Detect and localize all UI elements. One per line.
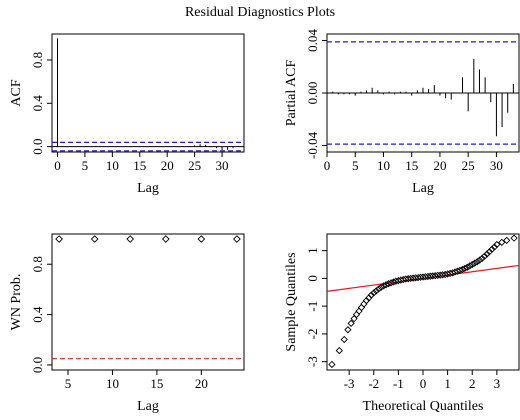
qq-ytick-label: -2 xyxy=(305,328,320,339)
wn-ylabel: WN Prob. xyxy=(9,274,24,331)
acf-ytick-label: 0.0 xyxy=(30,138,45,154)
wn-ytick-label: 0.0 xyxy=(30,357,45,373)
wn-point xyxy=(55,235,63,243)
pacf-xtick-label: 15 xyxy=(405,158,418,173)
pacf-ylabel: Partial ACF xyxy=(284,60,299,127)
qq-point xyxy=(355,307,363,315)
pacf-ytick-label: -0.04 xyxy=(305,131,320,159)
qq-point xyxy=(475,256,484,264)
qq-point xyxy=(377,283,385,291)
qq-point xyxy=(483,250,491,258)
qq-point xyxy=(382,281,390,289)
qq-point xyxy=(471,259,479,267)
qq-point xyxy=(461,264,469,273)
qq-point xyxy=(357,303,366,312)
pacf-xtick-label: 5 xyxy=(352,158,359,173)
qq-point xyxy=(463,263,471,271)
wn-point xyxy=(126,235,135,243)
acf-xtick-label: 5 xyxy=(82,158,89,173)
qq-point xyxy=(458,265,467,274)
qq-xtick-label: -3 xyxy=(344,376,355,391)
qq-point xyxy=(488,245,496,253)
qq-xtick-label: 2 xyxy=(469,376,476,391)
qq-point xyxy=(372,287,380,295)
qq-point xyxy=(344,326,352,334)
qq-point xyxy=(480,252,489,260)
qq-point xyxy=(466,262,474,270)
pacf-panel: 0 5 10 15 20 25 30 -0.04 0.00 0.04 Lag Partial ACF xyxy=(284,29,520,196)
wn-point xyxy=(233,235,241,243)
acf-xtick-label: 25 xyxy=(188,158,201,173)
pacf-xtick-label: 30 xyxy=(490,158,503,173)
wn-xlabel: Lag xyxy=(137,399,159,414)
acf-xtick-label: 20 xyxy=(161,158,174,173)
figure-title: Residual Diagnostics Plots xyxy=(185,5,335,20)
qq-point xyxy=(367,291,375,299)
wn-ytick-label: 0.4 xyxy=(30,306,45,323)
qq-point xyxy=(365,294,373,302)
qq-xlabel: Theoretical Quantiles xyxy=(363,399,484,414)
acf-panel: 0 5 10 15 20 25 30 0.0 0.4 0.8 Lag ACF xyxy=(9,33,245,196)
acf-ytick-label: 0.8 xyxy=(30,52,45,68)
qq-point xyxy=(379,282,388,290)
qq-point xyxy=(473,258,481,266)
qq-xtick-label: 3 xyxy=(494,376,501,391)
wn-point xyxy=(90,235,99,243)
qq-point xyxy=(360,300,368,308)
qq-ytick-label: 1 xyxy=(305,247,320,254)
qq-point xyxy=(375,285,383,293)
qq-point xyxy=(468,260,476,269)
wn-xtick-label: 5 xyxy=(65,376,72,391)
pacf-xtick-label: 0 xyxy=(324,158,331,173)
qq-point xyxy=(498,238,506,246)
wn-xtick-label: 15 xyxy=(150,376,163,391)
pacf-xlabel: Lag xyxy=(412,181,434,196)
qq-xtick-label: -2 xyxy=(368,376,379,391)
pacf-xtick-label: 25 xyxy=(462,158,475,173)
acf-xtick-label: 15 xyxy=(133,158,146,173)
wn-xtick-label: 10 xyxy=(106,376,119,391)
qq-point xyxy=(370,289,378,297)
acf-xtick-label: 0 xyxy=(54,158,61,173)
qq-point xyxy=(347,319,355,328)
qq-panel: -3 -2 -1 0 1 2 3 -3 -2 -1 0 1 Theoretical Quantiles S… xyxy=(284,233,520,414)
wn-point xyxy=(197,235,206,243)
acf-ylabel: ACF xyxy=(9,79,24,106)
acf-xlabel: Lag xyxy=(137,181,159,196)
qq-ylabel: Sample Quantiles xyxy=(284,252,299,351)
wn-frame xyxy=(51,233,245,371)
qq-xtick-label: -1 xyxy=(393,376,404,391)
qq-ytick-label: -3 xyxy=(305,356,320,367)
acf-xtick-label: 30 xyxy=(216,158,229,173)
pacf-xtick-label: 20 xyxy=(433,158,446,173)
qq-point xyxy=(493,240,501,249)
wn-ytick-label: 0.8 xyxy=(30,256,45,272)
qq-point xyxy=(503,236,511,245)
qq-point xyxy=(485,248,494,256)
qq-ytick-label: -1 xyxy=(305,301,320,312)
pacf-ytick-label: 0.04 xyxy=(305,29,320,52)
qq-point xyxy=(335,346,343,355)
acf-ytick-label: 0.4 xyxy=(30,95,45,112)
pacf-ytick-label: 0.00 xyxy=(305,82,320,105)
qq-point xyxy=(510,234,518,242)
qq-point xyxy=(362,296,371,305)
qq-point xyxy=(340,335,348,344)
acf-xtick-label: 10 xyxy=(106,158,119,173)
wn-point xyxy=(161,235,170,243)
qq-point xyxy=(490,243,499,251)
qq-ytick-label: 0 xyxy=(305,275,320,282)
acf-frame xyxy=(51,33,245,153)
wn-xtick-label: 20 xyxy=(195,376,208,391)
qq-xtick-label: 1 xyxy=(444,376,451,391)
qq-point xyxy=(328,360,336,369)
qq-xtick-label: 0 xyxy=(420,376,427,391)
qq-point xyxy=(478,254,486,263)
pacf-xtick-label: 10 xyxy=(377,158,390,173)
qq-point xyxy=(456,266,464,274)
wn-panel: 5 10 15 20 0.0 0.4 0.8 Lag WN Prob. xyxy=(9,233,245,414)
